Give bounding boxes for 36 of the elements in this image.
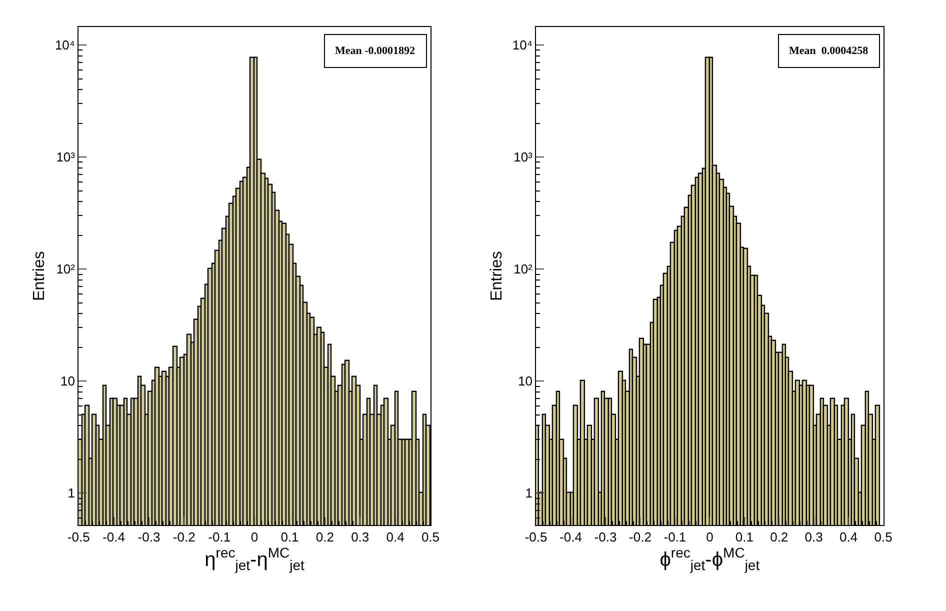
x-tick-label: -0.3	[594, 530, 617, 545]
x-tick-label: -0.2	[629, 530, 652, 545]
x-tick-label: -0.5	[67, 530, 90, 545]
x-tick-label: 0.1	[735, 530, 754, 545]
x-tick-label: -0.1	[208, 530, 231, 545]
y-tick-label: 10	[60, 374, 75, 389]
y-tick-label: 1	[68, 486, 75, 501]
x-tick-label: -0.1	[664, 530, 686, 545]
x-tick-label: -0.2	[172, 530, 196, 545]
y-tick-label: 10²	[56, 262, 76, 277]
x-tick-label: 0.4	[840, 530, 858, 545]
x-tick-label: 0.1	[280, 530, 299, 545]
x-tick-label: 0.5	[421, 530, 440, 545]
x-tick-label: -0.3	[138, 530, 160, 545]
x-tick-label: 0.2	[770, 530, 788, 545]
x-tick-label: 0.3	[351, 530, 370, 545]
x-tick-label: -0.4	[102, 530, 125, 545]
y-tick-label: 10⁴	[512, 38, 532, 53]
annotation: Mean -0.0001892	[335, 45, 416, 57]
y-tick-label: 10	[518, 374, 532, 389]
y-tick-label: 1	[525, 486, 532, 501]
annotation: Mean 0.0004258	[789, 45, 869, 57]
x-tick-label: 0.2	[316, 530, 334, 545]
x-tick-label: -0.5	[524, 530, 548, 545]
x-tick-label: 0	[250, 530, 258, 545]
x-tick-label: 0.5	[874, 530, 892, 545]
x-tick-label: -0.4	[560, 530, 582, 545]
x-tick-label: 0.3	[804, 530, 823, 545]
y-tick-label: 10⁴	[54, 38, 75, 53]
y-tick-label: 10²	[514, 262, 534, 277]
y-axis-title: Entries	[488, 251, 506, 301]
x-tick-label: 0	[706, 530, 714, 545]
y-tick-label: 10³	[514, 150, 534, 165]
x-tick-label: 0.4	[386, 530, 404, 545]
y-tick-label: 10³	[56, 150, 76, 165]
y-axis-title: Entries	[30, 251, 48, 301]
